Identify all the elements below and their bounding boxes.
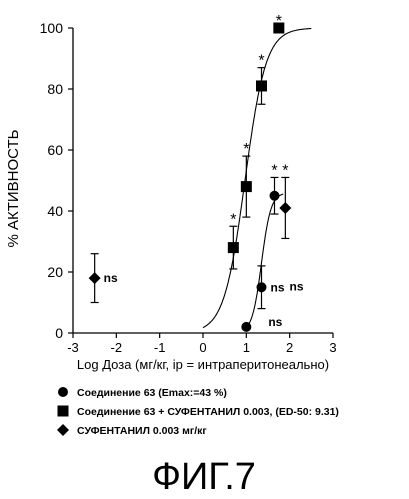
legend-entry-0: Соединение 63 (Emax:=43 %) — [77, 387, 227, 399]
y-tick-label: 0 — [55, 325, 63, 341]
y-tick-label: 80 — [47, 81, 63, 97]
y-tick-label: 60 — [47, 142, 63, 158]
x-tick-label: 1 — [243, 340, 250, 355]
y-axis-title: % АКТИВНОСТЬ — [5, 129, 22, 247]
y-tick-label: 100 — [40, 20, 64, 36]
data-point-circle — [257, 282, 267, 292]
significance-label: ns — [290, 279, 304, 293]
x-tick-label: -3 — [67, 340, 79, 355]
data-point-square — [256, 80, 267, 91]
x-tick-label: -2 — [111, 340, 123, 355]
significance-label: ns — [104, 271, 118, 285]
significance-label: * — [282, 162, 288, 179]
significance-label: * — [276, 13, 282, 30]
x-tick-label: 2 — [286, 340, 293, 355]
legend-marker-square — [58, 406, 69, 417]
data-marks: ns*****ns*nsns — [89, 13, 304, 332]
y-tick-label: 40 — [47, 203, 63, 219]
data-point-diamond — [279, 202, 291, 214]
y-tick-label: 20 — [47, 264, 63, 280]
legend: Соединение 63 (Emax:=43 %) Соединение 63 … — [57, 387, 339, 437]
data-point-circle — [270, 191, 280, 201]
significance-label: * — [271, 162, 277, 179]
legend-marker-diamond — [57, 424, 69, 436]
legend-entry-1: Соединение 63 + СУФЕНТАНИЛ 0.003, (ED-50… — [77, 406, 339, 418]
data-point-circle — [241, 322, 251, 332]
significance-label: * — [258, 53, 264, 70]
x-tick-label: -1 — [154, 340, 166, 355]
data-point-diamond — [89, 272, 101, 284]
x-tick-label: 0 — [199, 340, 206, 355]
legend-marker-circle — [58, 387, 68, 397]
significance-label: * — [230, 211, 236, 228]
significance-label: ns — [268, 315, 282, 329]
x-axis-title: Log Доза (мг/кг, ip = интраперитонеально… — [77, 357, 329, 372]
significance-label: * — [243, 141, 249, 158]
chart-axes: 0 20 40 60 80 100 -3 -2 -1 0 1 2 3Log Доза (мг/кг, i… — [5, 20, 337, 372]
x-tick-label: 3 — [329, 340, 336, 355]
data-point-square — [228, 242, 239, 253]
figure-caption: ФИГ.7 — [152, 456, 256, 498]
data-point-square — [241, 181, 252, 192]
significance-label: ns — [271, 280, 285, 294]
legend-entry-2: СУФЕНТАНИЛ 0.003 мг/кг — [77, 425, 207, 437]
